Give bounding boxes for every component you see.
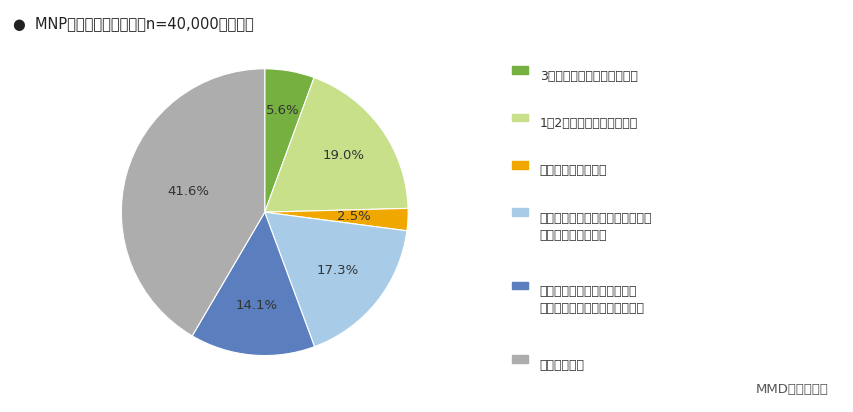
Wedge shape [264,212,406,346]
Wedge shape [264,69,314,212]
Wedge shape [264,208,408,231]
Text: 2.5%: 2.5% [336,210,370,223]
Text: MMD研究所調べ: MMD研究所調べ [755,382,827,396]
Text: 5.6%: 5.6% [265,104,299,117]
Text: 14.1%: 14.1% [235,299,277,311]
Text: 3回以上利用したことがある: 3回以上利用したことがある [539,70,637,83]
Text: 利用を検討している: 利用を検討している [539,164,606,178]
Text: だいたいどんなものか分かるが、
利用したことはない: だいたいどんなものか分かるが、 利用したことはない [539,212,652,242]
Wedge shape [192,212,314,356]
Text: 19.0%: 19.0% [322,149,364,162]
Text: 41.6%: 41.6% [167,185,209,198]
Wedge shape [264,77,408,212]
Text: 1～2回利用したことがある: 1～2回利用したことがある [539,117,637,130]
Text: 全く知らない: 全く知らない [539,359,584,372]
Wedge shape [121,69,264,336]
Text: 言葉は聞いたことがあるが、
利用方法や内容はよく知らない: 言葉は聞いたことがあるが、 利用方法や内容はよく知らない [539,285,644,315]
Text: 17.3%: 17.3% [316,264,358,277]
Text: ●  MNPの認知と利用経験（n=40,000、単数）: ● MNPの認知と利用経験（n=40,000、単数） [13,16,253,31]
